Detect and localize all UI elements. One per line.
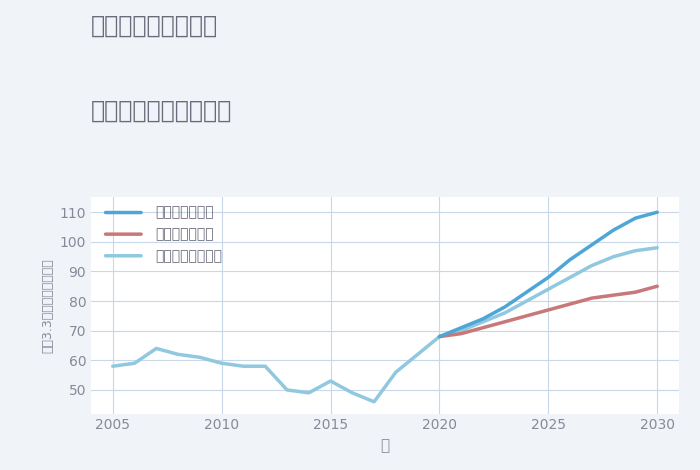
Text: バッドシナリオ: バッドシナリオ	[155, 227, 214, 241]
Text: グッドシナリオ: グッドシナリオ	[155, 205, 214, 219]
Text: ノーマルシナリオ: ノーマルシナリオ	[155, 249, 223, 263]
Text: 兵庫県西脇市堀町の: 兵庫県西脇市堀町の	[91, 14, 218, 38]
Text: 中古戸建ての価格推移: 中古戸建ての価格推移	[91, 99, 232, 123]
Y-axis label: 坪（3.3㎡）単価（万円）: 坪（3.3㎡）単価（万円）	[41, 258, 54, 353]
X-axis label: 年: 年	[380, 438, 390, 453]
